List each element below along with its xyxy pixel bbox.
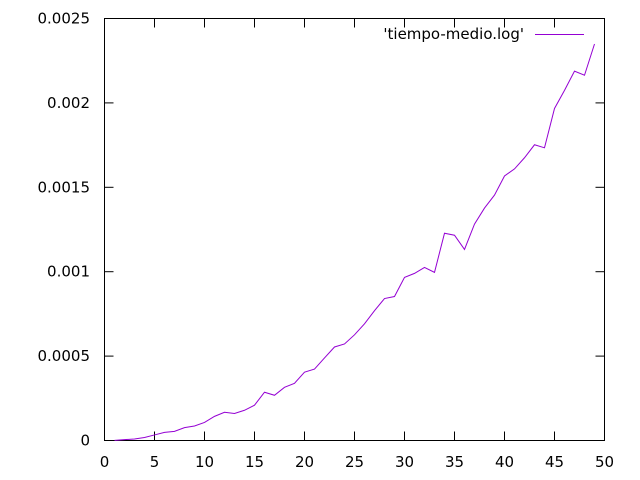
x-tick-label: 20 (295, 453, 314, 471)
x-tick-label: 15 (245, 453, 264, 471)
x-tick-label: 40 (495, 453, 514, 471)
x-tick-label: 30 (395, 453, 414, 471)
legend-label: 'tiempo-medio.log' (383, 25, 524, 43)
y-axis-ticks: 0 0.0005 0.001 0.0015 0.002 0.0025 (38, 10, 605, 450)
x-tick-label: 10 (195, 453, 214, 471)
x-tick-label: 0 (100, 453, 110, 471)
y-tick-label: 0.0005 (38, 347, 91, 365)
x-axis-ticks: 0 5 10 15 20 25 30 35 40 45 50 (100, 18, 614, 471)
x-tick-label: 25 (345, 453, 364, 471)
y-tick-label: 0.001 (47, 263, 90, 281)
y-tick-label: 0.0015 (38, 178, 91, 196)
plot-frame (104, 18, 605, 441)
series-line-tiempo-medio (114, 43, 595, 441)
x-tick-label: 5 (150, 453, 160, 471)
y-tick-label: 0.002 (47, 94, 90, 112)
x-tick-label: 50 (595, 453, 614, 471)
x-tick-label: 35 (445, 453, 464, 471)
legend: 'tiempo-medio.log' (383, 25, 584, 43)
y-tick-label: 0 (80, 432, 90, 450)
x-tick-label: 45 (545, 453, 564, 471)
y-tick-label: 0.0025 (38, 10, 91, 28)
